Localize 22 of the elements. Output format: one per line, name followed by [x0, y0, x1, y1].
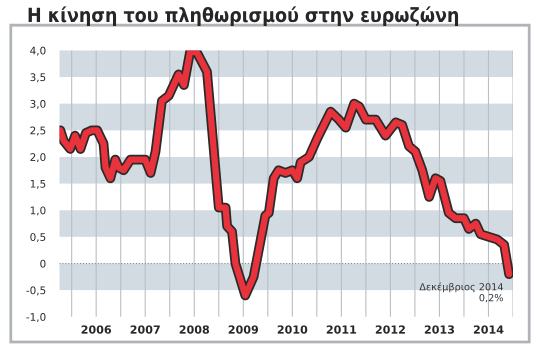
x-tick-label: 2007: [130, 325, 160, 334]
y-tick-label: 3,0: [30, 100, 46, 109]
y-tick-label: -1,0: [26, 313, 46, 322]
x-tick-label: 2012: [376, 325, 405, 334]
x-tick-label: 2006: [82, 325, 112, 334]
chart-title: Η κίνηση του πληθωρισμού στην ευρωζώνη: [28, 6, 458, 26]
y-tick-label: 1,0: [30, 206, 46, 216]
annotation: Δεκέμβριος 2014 0,2%: [419, 282, 503, 302]
x-tick-label: 2014: [474, 325, 504, 334]
x-tick-label: 2011: [326, 325, 356, 334]
y-tick-label: 0: [40, 260, 46, 268]
x-tick-label: 2008: [180, 325, 210, 334]
x-tick-label: 2010: [278, 325, 308, 334]
x-tick-label: 2013: [424, 325, 454, 334]
y-tick-label: 4,0: [30, 46, 46, 56]
y-tick-label: 3,5: [30, 73, 46, 82]
y-tick-label: -0,5: [26, 286, 46, 296]
y-tick-label: 0,5: [30, 233, 46, 242]
y-tick-label: 1,5: [30, 180, 46, 189]
y-tick-label: 2,5: [30, 126, 46, 136]
y-tick-label: 2,0: [30, 153, 46, 162]
x-tick-label: 2009: [228, 325, 258, 334]
